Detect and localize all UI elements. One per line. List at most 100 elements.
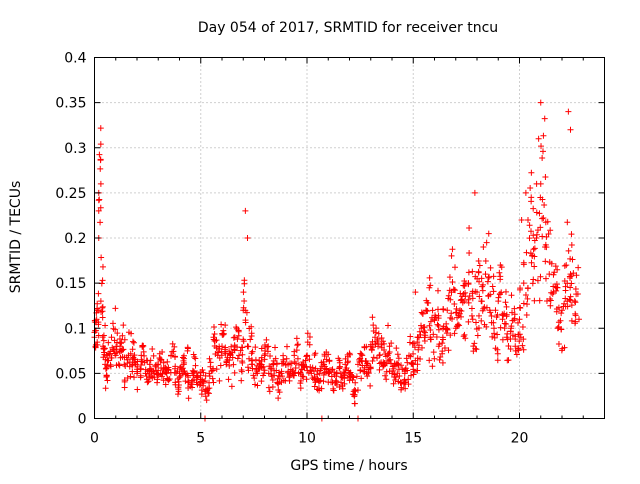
- data-point: [210, 334, 217, 341]
- data-point: [459, 299, 466, 306]
- data-point: [338, 374, 345, 381]
- data-point: [174, 391, 181, 398]
- data-point: [332, 377, 339, 384]
- data-point: [294, 341, 301, 348]
- data-point: [494, 357, 501, 364]
- data-point: [119, 332, 126, 339]
- data-point: [300, 373, 307, 380]
- data-point: [211, 330, 218, 337]
- data-point: [351, 393, 358, 400]
- data-point: [227, 352, 234, 359]
- data-point: [497, 276, 504, 283]
- data-point: [280, 377, 287, 384]
- data-point: [528, 228, 535, 235]
- data-point: [403, 355, 410, 362]
- data-point: [473, 319, 480, 326]
- data-point: [109, 344, 116, 351]
- data-point: [156, 350, 163, 357]
- data-point: [249, 348, 256, 355]
- data-point: [407, 333, 414, 340]
- data-point: [189, 367, 196, 374]
- data-point: [99, 277, 106, 284]
- data-point: [516, 338, 523, 345]
- data-point: [261, 352, 268, 359]
- data-point: [206, 370, 213, 377]
- data-point: [121, 361, 128, 368]
- data-point: [103, 372, 110, 379]
- data-point: [558, 310, 565, 317]
- data-point: [474, 289, 480, 296]
- data-point: [210, 379, 217, 386]
- data-point: [104, 377, 111, 384]
- data-point: [231, 334, 238, 341]
- data-point: [547, 297, 554, 304]
- data-point: [185, 385, 192, 392]
- data-point: [503, 334, 510, 341]
- data-point: [449, 279, 456, 286]
- data-point: [96, 151, 103, 158]
- data-point: [482, 257, 489, 264]
- data-point: [542, 174, 549, 181]
- data-point: [338, 379, 344, 386]
- data-point: [202, 393, 209, 400]
- data-point: [537, 180, 544, 187]
- data-point: [568, 317, 575, 324]
- data-point: [351, 400, 358, 407]
- data-point: [326, 358, 333, 365]
- data-point: [446, 274, 453, 281]
- data-point: [490, 288, 497, 295]
- x-tick-label: 0: [90, 431, 99, 447]
- data-point: [358, 375, 365, 382]
- data-point: [475, 269, 482, 276]
- data-point: [221, 346, 228, 353]
- data-point: [158, 373, 165, 380]
- data-point: [449, 246, 456, 253]
- data-point: [95, 207, 102, 214]
- data-point: [100, 337, 107, 344]
- data-point: [465, 299, 472, 306]
- data-point: [347, 351, 354, 358]
- data-point: [386, 356, 393, 363]
- data-point: [524, 301, 531, 308]
- data-point: [238, 377, 245, 384]
- data-point: [372, 334, 378, 341]
- data-point: [230, 334, 237, 341]
- data-point: [184, 345, 191, 352]
- data-point: [496, 269, 503, 276]
- data-point: [97, 157, 104, 164]
- data-point: [512, 336, 519, 343]
- data-point: [213, 366, 220, 373]
- data-point: [185, 379, 191, 386]
- data-point: [163, 370, 170, 377]
- data-point: [530, 246, 537, 253]
- data-point: [239, 358, 246, 365]
- data-point: [102, 385, 109, 392]
- data-point: [134, 386, 141, 393]
- y-axis-label: SRMTID / TECUs: [8, 181, 24, 294]
- data-point: [367, 343, 374, 350]
- data-point: [415, 342, 422, 349]
- data-point: [508, 292, 515, 299]
- data-point: [516, 304, 523, 311]
- data-point: [129, 338, 136, 345]
- data-point: [120, 346, 127, 353]
- data-point: [567, 284, 574, 291]
- data-point: [164, 358, 171, 365]
- data-point: [429, 307, 436, 314]
- data-point: [466, 292, 473, 299]
- data-point: [426, 274, 433, 281]
- data-point: [539, 196, 546, 203]
- data-point: [165, 376, 172, 383]
- data-point: [418, 325, 425, 332]
- data-point: [388, 340, 395, 347]
- data-point: [542, 244, 548, 251]
- data-point: [427, 318, 434, 325]
- data-point: [346, 370, 353, 377]
- data-point: [292, 369, 299, 376]
- data-point: [539, 148, 546, 155]
- data-point: [386, 343, 393, 350]
- data-point: [113, 349, 120, 356]
- data-point: [418, 344, 425, 351]
- data-point: [575, 264, 582, 271]
- data-point: [102, 322, 109, 329]
